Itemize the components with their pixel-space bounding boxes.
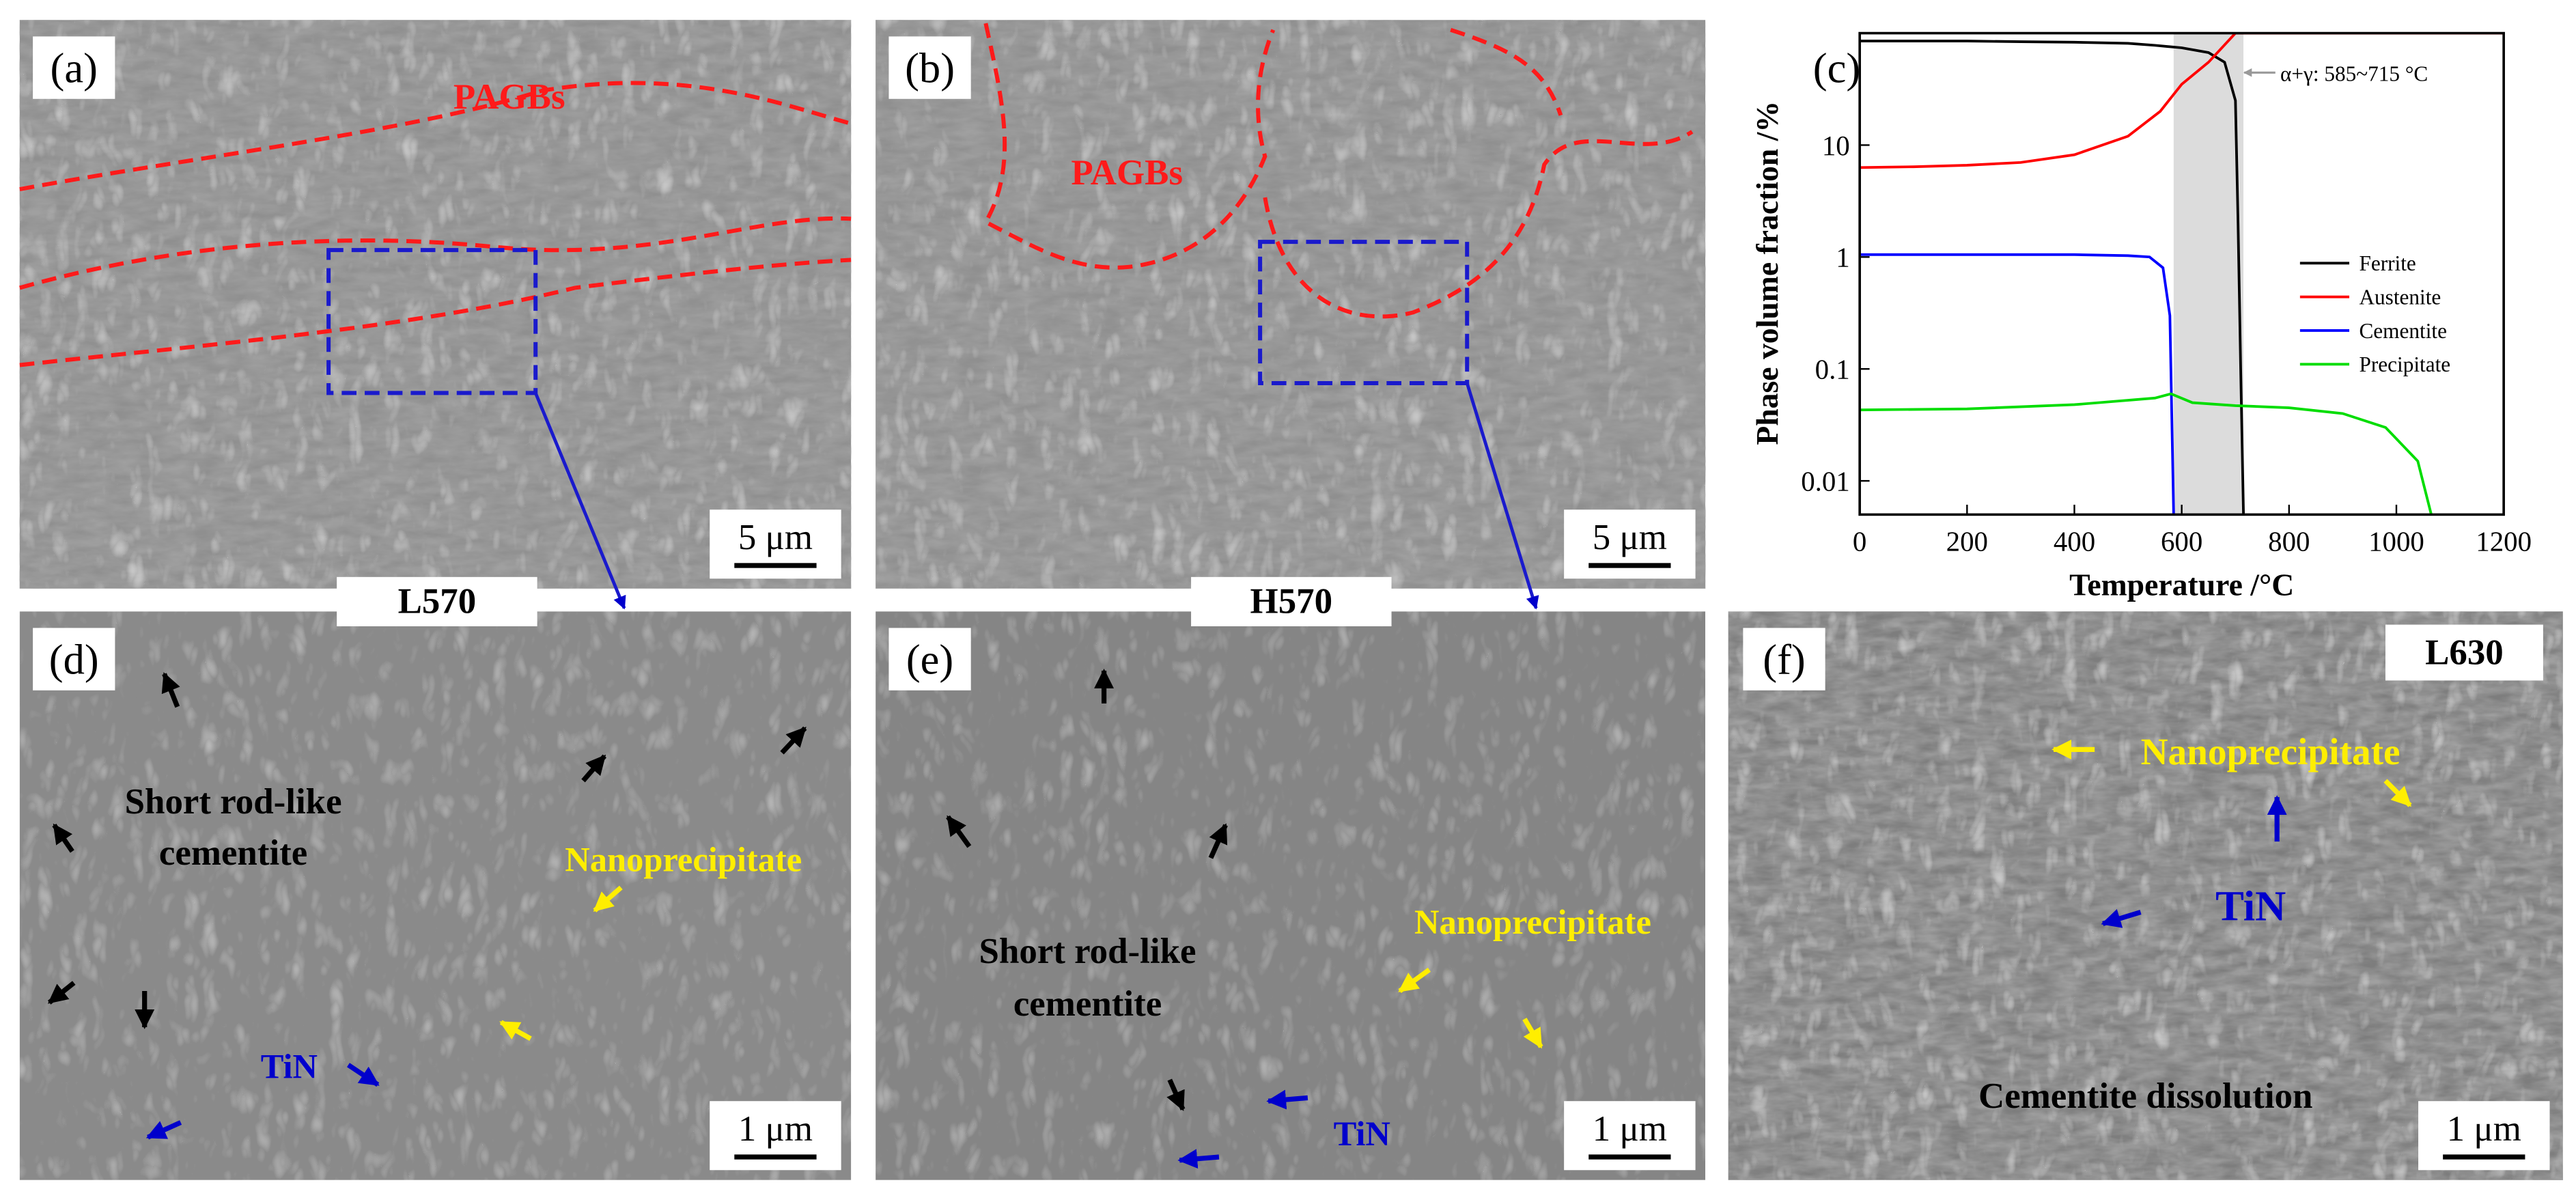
plot-lines <box>1860 33 2504 515</box>
panel-label: (a) <box>51 44 98 92</box>
scale-bars: 5 μm 5 μm 1 μm 1 μm 1 μm <box>710 510 2550 1171</box>
y-tick-label: 0.1 <box>1815 354 1850 385</box>
sample-label: L630 <box>2425 632 2504 672</box>
sample-label: H570 <box>1250 582 1333 622</box>
label-box <box>33 628 115 690</box>
annotation: Short rod-like <box>979 932 1196 971</box>
x-axis-label: Temperature /°C <box>2069 567 2294 602</box>
zoom-box <box>1258 240 1470 385</box>
panel-b <box>876 20 1706 589</box>
y-tick-label: 0.01 <box>1801 466 1850 497</box>
line <box>1860 392 2433 515</box>
scale-label: 1 μm <box>1593 1109 1667 1149</box>
arrow <box>1208 823 1228 859</box>
arrow <box>1522 1018 1543 1049</box>
arrow <box>1398 967 1431 993</box>
annotation: Short rod-like <box>125 782 342 822</box>
line <box>1860 253 2175 515</box>
zoom-box <box>326 248 538 395</box>
arrows <box>47 382 2412 1169</box>
grain-boundary <box>1263 27 1694 319</box>
legend-label: Precipitate <box>2359 352 2450 376</box>
x-tick-label: 1200 <box>2476 526 2532 557</box>
panel-label: (b) <box>905 44 955 92</box>
y-tick-label: 10 <box>1822 130 1850 161</box>
sample-label: L570 <box>398 582 477 622</box>
label-box <box>888 36 971 99</box>
overlays <box>19 23 1694 395</box>
grain-boundary <box>983 23 1276 270</box>
panel-d <box>19 611 852 1180</box>
x-tick-label: 800 <box>2268 526 2310 557</box>
arrow <box>1166 1078 1186 1111</box>
x-tick-label: 0 <box>1853 526 1866 557</box>
grain-boundary <box>19 81 852 192</box>
annotation: cementite <box>1013 984 1162 1024</box>
scale-label: 5 μm <box>1593 518 1667 557</box>
arrow <box>593 885 623 912</box>
phase-chart: Temperature /°C Phase volume fraction /%… <box>1750 31 2532 602</box>
panel-label: (d) <box>49 636 99 684</box>
sample-box <box>337 576 537 626</box>
arrow <box>346 1063 380 1087</box>
zoom-arrow <box>1465 382 1539 610</box>
arrow <box>145 1120 182 1140</box>
x-tick-label: 200 <box>1946 526 1988 557</box>
micrographs <box>19 20 2563 1180</box>
zoom-arrow <box>534 392 626 610</box>
panel-label: (c) <box>1813 44 1860 92</box>
sample-box <box>1191 576 1392 626</box>
arrow <box>52 823 74 853</box>
grain-boundary <box>19 216 852 290</box>
legend-label: Cementite <box>2359 319 2447 343</box>
x-tick-label: 400 <box>2054 526 2095 557</box>
x-tick-label: 600 <box>2161 526 2202 557</box>
annotation: α+γ: 585~715 °C <box>2280 61 2428 85</box>
arrow <box>581 754 606 783</box>
arrow <box>47 981 76 1005</box>
scale-label: 1 μm <box>2447 1109 2521 1149</box>
legend-label: Ferrite <box>2359 251 2416 275</box>
phase-band <box>2173 33 2244 515</box>
arrow <box>499 1020 532 1041</box>
y-axis-label: Phase volume fraction /% <box>1750 101 1784 445</box>
x-tick-label: 1000 <box>2368 526 2424 557</box>
annotation: Nanoprecipitate <box>565 840 802 878</box>
arrow <box>1177 1149 1220 1169</box>
label-box <box>1743 628 1825 690</box>
panel-label: (f) <box>1763 636 1805 684</box>
labels: (a) (b) (c) (d) (e) (f) PAGBs PAGBs L570… <box>33 36 2550 1171</box>
legend-label: Austenite <box>2359 285 2441 309</box>
scale-label: 1 μm <box>738 1109 813 1149</box>
arrow <box>946 815 972 848</box>
annotation: cementite <box>159 833 307 873</box>
label-box <box>888 628 971 690</box>
annotation: TiN <box>2215 882 2286 930</box>
annotation: TiN <box>261 1048 318 1086</box>
arrow <box>780 726 807 755</box>
line <box>1860 33 2504 169</box>
panel-label: (e) <box>906 636 953 684</box>
line <box>1860 40 2245 515</box>
sample-box <box>2385 624 2543 681</box>
scale-label: 5 μm <box>738 518 813 557</box>
grain-boundary <box>19 257 852 367</box>
panel-f <box>1728 611 2563 1180</box>
annotation: PAGBs <box>1071 153 1183 193</box>
panel-a <box>19 20 852 589</box>
arrow <box>161 672 180 708</box>
arrow <box>2101 909 2142 928</box>
panel-e <box>876 611 1706 1180</box>
y-tick-label: 1 <box>1836 242 1849 273</box>
label-box <box>33 36 115 99</box>
annotation: Nanoprecipitate <box>1414 903 1651 941</box>
annotation: TiN <box>1334 1115 1390 1153</box>
annotation: PAGBs <box>453 77 565 117</box>
annotation: Cementite dissolution <box>1978 1076 2312 1116</box>
arrow <box>1266 1089 1308 1110</box>
annotation: Nanoprecipitate <box>2141 731 2400 772</box>
arrow <box>2383 779 2412 807</box>
